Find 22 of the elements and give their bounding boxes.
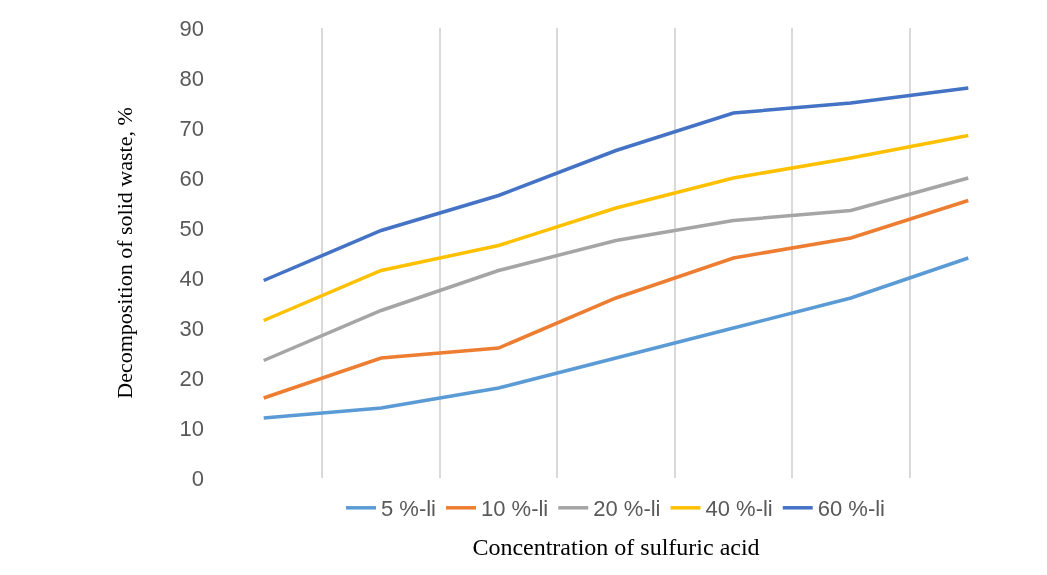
line-series	[261, 176, 971, 363]
y-tick-label: 50	[179, 215, 204, 241]
y-tick-label: 0	[191, 465, 204, 491]
legend-label: 20 %-li	[593, 496, 661, 522]
y-tick-label: 70	[179, 115, 204, 141]
y-axis-title: Decomposition of solid waste, %	[112, 107, 138, 399]
y-tick-label: 80	[179, 65, 204, 91]
x-axis-title: Concentration of sulfuric acid	[472, 534, 760, 561]
legend-label: 60 %-li	[817, 496, 886, 522]
line-series	[261, 256, 971, 420]
line-series	[261, 133, 971, 323]
legend-label: 40 %-li	[705, 496, 773, 522]
legend-label: 10 %-li	[481, 496, 549, 522]
y-tick-label: 30	[179, 315, 204, 341]
line-series	[261, 198, 971, 400]
legend-label: 5 %-li	[381, 496, 437, 522]
line-series	[261, 86, 971, 283]
y-tick-label: 20	[179, 365, 204, 391]
y-tick-label: 90	[179, 15, 204, 41]
y-tick-label: 40	[179, 265, 204, 291]
y-tick-label: 10	[179, 415, 204, 441]
y-tick-label: 60	[179, 165, 204, 191]
